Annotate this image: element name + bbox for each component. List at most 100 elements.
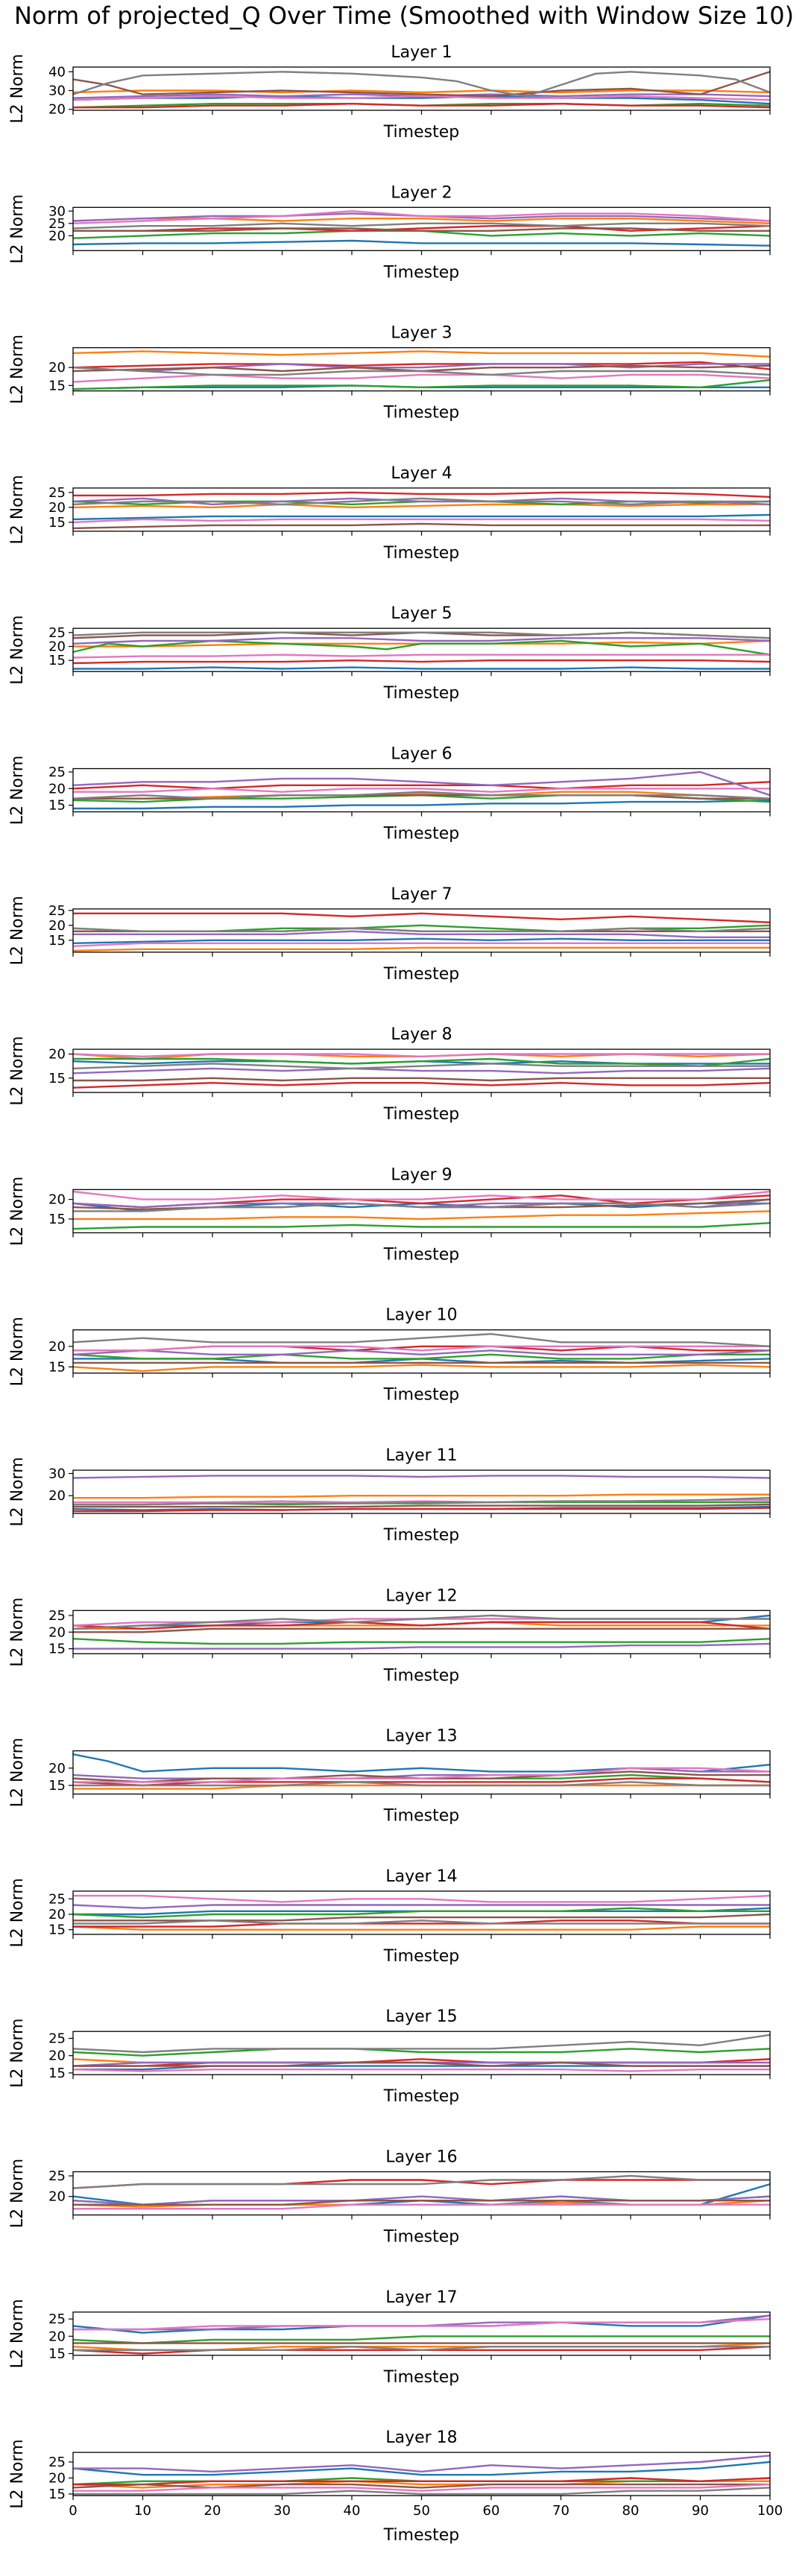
series-line — [72, 659, 771, 665]
series-line — [73, 930, 770, 938]
series-line — [72, 639, 771, 656]
y-tick-label: 15 — [48, 1212, 66, 1227]
y-axis-label: L2 Norm — [8, 194, 27, 264]
subplot-title: Layer 6 — [391, 745, 452, 764]
subplot: Layer 8 L2 Norm Timestep 15 20 — [8, 1025, 771, 1124]
series-line — [73, 1202, 771, 1212]
y-tick-label: 40 — [48, 64, 66, 80]
x-axis-label: Timestep — [383, 2228, 459, 2247]
series-line — [72, 1222, 771, 1230]
x-axis-label: Timestep — [383, 1526, 459, 1545]
y-axis-label: L2 Norm — [8, 2299, 27, 2368]
subplot-title: Layer 7 — [391, 885, 452, 904]
y-tick-label: 15 — [48, 653, 66, 668]
plot-frame — [72, 1890, 771, 1935]
series-line — [73, 1642, 771, 1650]
subplot-title: Layer 10 — [385, 1306, 457, 1325]
series-line — [73, 1627, 770, 1633]
x-tick-label: 10 — [134, 2503, 151, 2519]
y-tick-label: 25 — [48, 2455, 66, 2470]
y-tick-label: 30 — [48, 203, 66, 219]
subplot: Layer 15 L2 Norm Timestep 15 20 25 — [8, 2007, 771, 2106]
series-line — [73, 794, 770, 800]
series-line — [72, 1904, 770, 1909]
series-line — [72, 937, 770, 944]
subplot: Layer 10 L2 Norm Timestep 15 20 — [8, 1306, 771, 1405]
series-line — [72, 95, 771, 105]
series-line — [72, 513, 771, 521]
figure-title: Norm of projected_Q Over Time (Smoothed … — [14, 1, 794, 30]
x-tick-label: 30 — [274, 2503, 291, 2519]
plot-frame — [72, 66, 771, 111]
x-axis-label: Timestep — [383, 965, 459, 984]
y-tick-label: 15 — [48, 1778, 66, 1794]
series-line — [73, 2317, 771, 2331]
subplot-title: Layer 4 — [391, 464, 452, 483]
series-line — [73, 666, 770, 670]
series-line — [72, 654, 770, 659]
series-line — [72, 1353, 770, 1360]
y-axis-label: L2 Norm — [8, 2159, 27, 2228]
y-tick-label: 30 — [48, 1466, 66, 1481]
plot-frame — [72, 1469, 771, 1514]
y-tick-label: 25 — [48, 2311, 66, 2327]
y-axis-label: L2 Norm — [8, 1878, 27, 1947]
x-axis-label: Timestep — [383, 825, 459, 844]
subplot-title: Layer 18 — [385, 2428, 457, 2447]
series-line — [73, 2203, 770, 2210]
y-tick-label: 20 — [48, 1192, 66, 1208]
series-line — [72, 350, 771, 358]
y-tick-label: 25 — [48, 2168, 66, 2184]
series-line — [72, 71, 771, 98]
plot-frame — [72, 768, 771, 813]
y-tick-label: 15 — [48, 798, 66, 814]
y-tick-label: 20 — [48, 2189, 66, 2205]
series-line — [73, 2061, 770, 2067]
series-line — [72, 637, 771, 645]
y-tick-label: 15 — [48, 1922, 66, 1938]
series-line — [72, 1777, 771, 1787]
y-axis-label: L2 Norm — [8, 475, 27, 544]
subplot-title: Layer 8 — [391, 1025, 452, 1044]
series-line — [73, 1767, 771, 1783]
subplot-title: Layer 12 — [385, 1586, 457, 1605]
series-line — [73, 2477, 771, 2486]
series-line — [72, 2174, 770, 2189]
series-line — [73, 1077, 770, 1082]
series-line — [72, 1475, 771, 1479]
plot-frame — [72, 1189, 771, 1234]
y-tick-label: 15 — [48, 2487, 66, 2502]
series-line — [72, 1925, 770, 1931]
y-tick-label: 20 — [48, 500, 66, 516]
series-line — [72, 367, 771, 376]
y-tick-label: 15 — [48, 515, 66, 531]
subplot-title: Layer 17 — [385, 2288, 457, 2307]
series-line — [72, 1053, 770, 1057]
y-tick-label: 20 — [48, 1488, 66, 1504]
y-tick-label: 20 — [48, 2470, 66, 2486]
series-line — [73, 1503, 771, 1508]
series-line — [72, 781, 771, 790]
series-line — [72, 361, 771, 370]
y-axis-label: L2 Norm — [8, 2019, 27, 2088]
y-tick-label: 30 — [48, 83, 66, 99]
series-line — [73, 2487, 771, 2496]
y-tick-label: 25 — [48, 216, 66, 232]
x-axis-label: Timestep — [383, 1386, 459, 1405]
series-line — [73, 2200, 770, 2206]
series-line — [72, 631, 771, 639]
subplot-title: Layer 9 — [391, 1165, 452, 1184]
series-line — [72, 1333, 771, 1347]
y-tick-label: 15 — [48, 378, 66, 393]
y-axis-label: L2 Norm — [8, 615, 27, 685]
series-line — [73, 788, 770, 793]
series-line — [72, 497, 770, 506]
y-tick-label: 20 — [48, 639, 66, 655]
y-tick-label: 20 — [48, 228, 66, 244]
